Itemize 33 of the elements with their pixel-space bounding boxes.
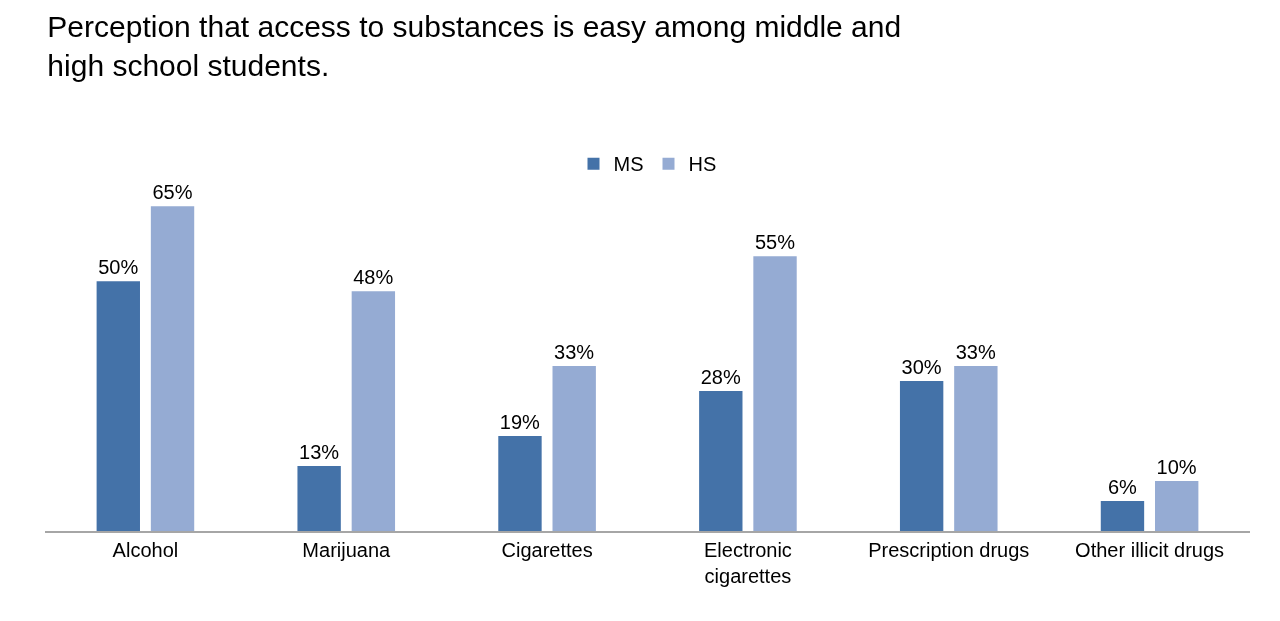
bar xyxy=(96,281,140,531)
x-tick-label: Other illicit drugs xyxy=(1075,538,1225,561)
data-label: 19% xyxy=(499,411,541,434)
bar xyxy=(552,366,596,531)
data-label: 50% xyxy=(98,256,139,279)
legend-label: HS xyxy=(688,153,717,176)
data-label: 30% xyxy=(901,356,942,379)
x-tick-label: Alcohol xyxy=(112,538,179,561)
data-label: 65% xyxy=(152,181,193,204)
x-tick-label: Marijuana xyxy=(302,538,392,561)
bar xyxy=(351,291,396,531)
chart-title: Perception that access to substances is easy among middle and high school students. xyxy=(47,10,902,83)
bar xyxy=(1155,481,1199,531)
data-label: 48% xyxy=(353,266,394,289)
x-tick-label: Prescription drugs xyxy=(868,538,1030,561)
data-label: 33% xyxy=(955,341,996,364)
bar xyxy=(150,206,195,531)
bar xyxy=(954,366,998,531)
bar xyxy=(297,466,341,531)
data-label: 55% xyxy=(754,231,796,254)
bar xyxy=(498,436,542,531)
data-label: 13% xyxy=(299,441,340,464)
data-label: 28% xyxy=(700,366,741,389)
x-tick-label: Cigarettes xyxy=(501,538,593,561)
x-tick-label: Electronic cigarettes xyxy=(704,538,792,587)
data-label: 6% xyxy=(1107,476,1138,499)
data-label: 33% xyxy=(554,341,595,364)
data-label: 10% xyxy=(1156,456,1197,479)
bar xyxy=(899,381,944,531)
legend-label: MS xyxy=(613,153,644,176)
bar xyxy=(753,256,797,531)
bar xyxy=(1100,501,1145,531)
bar xyxy=(699,391,743,531)
